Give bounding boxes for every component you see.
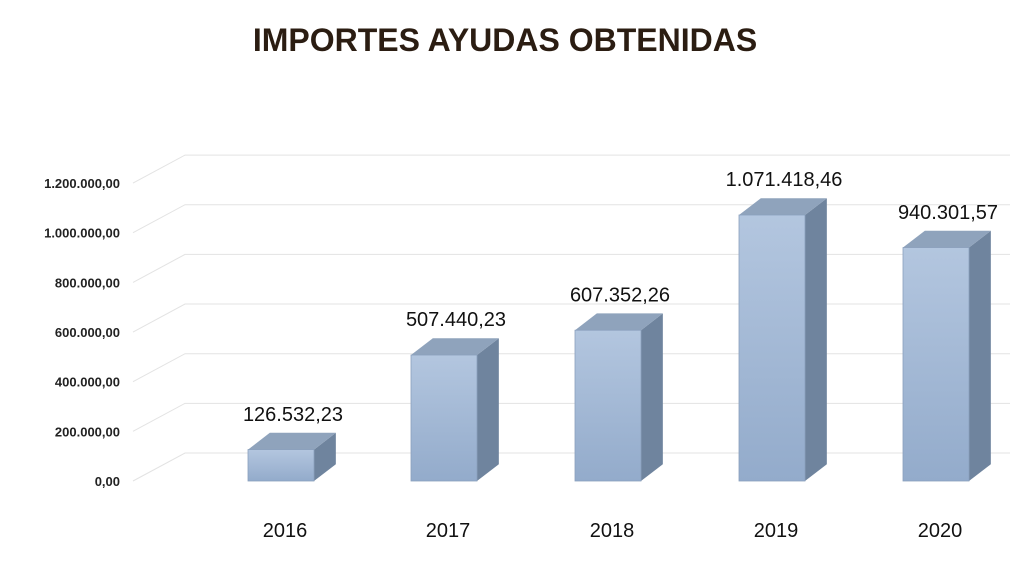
bar-front	[574, 329, 642, 482]
x-tick-label: 2016	[263, 520, 308, 542]
x-tick-label: 2020	[918, 520, 963, 542]
bar	[574, 313, 663, 482]
gridline	[132, 452, 1010, 482]
y-tick-label: 800.000,00	[55, 275, 120, 290]
gridline	[132, 253, 1010, 283]
bar-front	[738, 214, 806, 482]
bar-side	[805, 198, 827, 481]
x-tick-label: 2018	[590, 520, 635, 542]
bar-side	[641, 313, 663, 481]
bar	[902, 230, 991, 482]
data-label: 1.071.418,46	[726, 169, 843, 191]
x-tick-label: 2017	[426, 520, 471, 542]
y-axis-ticks: 0,00 200.000,00 400.000,00 600.000,00 800.00…	[44, 176, 120, 489]
x-tick-label: 2019	[754, 520, 799, 542]
bar-top	[411, 338, 499, 356]
y-tick-label: 1.200.000,00	[44, 176, 120, 191]
data-label: 940.301,57	[898, 202, 998, 224]
bar-front	[410, 354, 478, 482]
chart-title: IMPORTES AYUDAS OBTENIDAS	[252, 22, 758, 58]
gridline	[132, 204, 1010, 234]
bar-top	[739, 198, 827, 215]
bar-top	[575, 313, 663, 331]
data-label: 126.532,23	[243, 404, 343, 426]
y-tick-label: 600.000,00	[55, 325, 120, 340]
gridline	[132, 154, 1010, 184]
gridline	[132, 402, 1010, 432]
gridline	[132, 353, 1010, 383]
y-tick-label: 400.000,00	[55, 375, 120, 390]
y-tick-label: 0,00	[95, 474, 120, 489]
bar	[738, 198, 827, 482]
bar	[247, 432, 336, 482]
y-tick-label: 200.000,00	[55, 424, 120, 439]
data-labels: 126.532,23 507.440,23 607.352,26 1.071.418,…	[243, 169, 998, 426]
gridlines	[132, 154, 1010, 482]
bar-top	[903, 230, 991, 248]
x-axis-ticks: 2016 2017 2018 2019 2020	[263, 520, 963, 542]
bar-side	[314, 432, 336, 481]
bar-side	[969, 230, 991, 481]
data-label: 507.440,23	[406, 309, 506, 331]
bar-front	[247, 449, 315, 482]
bar-top	[248, 432, 336, 450]
data-label: 607.352,26	[570, 284, 670, 306]
bar	[410, 338, 499, 482]
gridline	[132, 303, 1010, 333]
y-tick-label: 1.000.000,00	[44, 226, 120, 241]
bar-side	[477, 338, 499, 481]
bar-front	[902, 247, 970, 482]
bars	[247, 198, 991, 482]
